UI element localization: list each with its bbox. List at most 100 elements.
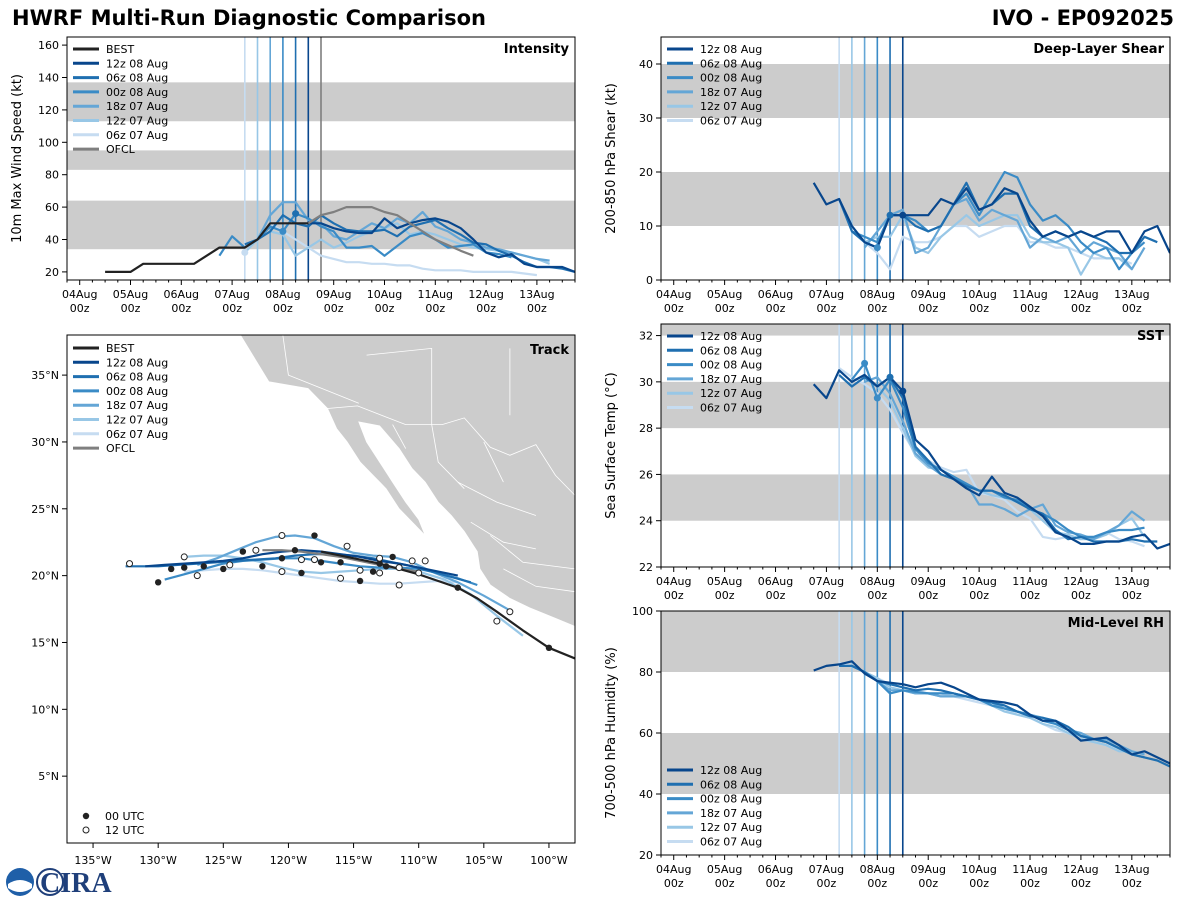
x-tick-label-hour: 00z xyxy=(867,302,887,315)
series-line-12z-08-aug xyxy=(813,660,1170,765)
x-tick-label-hour: 00z xyxy=(715,589,735,602)
x-tick-label-hour: 00z xyxy=(1020,877,1040,890)
y-tick-label: 100 xyxy=(632,605,653,618)
track-point-12utc xyxy=(415,569,423,577)
y-tick-label: 30 xyxy=(639,112,653,125)
threshold-band xyxy=(661,64,1170,118)
x-tick-label-day: 11Aug xyxy=(1012,863,1047,876)
y-tick-label: 30°N xyxy=(31,436,59,449)
track-point-00utc xyxy=(356,577,364,585)
panel-shear: 04Aug00z05Aug00z06Aug00z07Aug00z08Aug00z… xyxy=(604,36,1171,315)
x-tick-label-day: 05Aug xyxy=(707,575,742,588)
x-tick-label: 120°W xyxy=(270,854,307,867)
x-tick-label: 115°W xyxy=(335,854,372,867)
track-point-12utc xyxy=(395,564,403,572)
y-axis-label: Sea Surface Temp (°C) xyxy=(604,372,619,519)
x-tick-label-hour: 00z xyxy=(1020,589,1040,602)
y-tick-label: 140 xyxy=(38,72,59,85)
legend-label-ofcl: OFCL xyxy=(106,442,136,455)
track-point-12utc xyxy=(310,556,318,564)
track-point-00utc xyxy=(181,564,188,571)
x-tick-label-hour: 00z xyxy=(324,302,344,315)
track-point-12utc xyxy=(226,561,234,569)
state-border xyxy=(366,347,433,425)
y-tick-label: 30 xyxy=(639,376,653,389)
plot-area-track xyxy=(125,335,575,660)
track-point-12utc xyxy=(356,566,364,574)
threshold-band xyxy=(661,324,1170,336)
track-point-00utc xyxy=(259,563,266,570)
x-tick-label-day: 11Aug xyxy=(418,288,453,301)
threshold-band xyxy=(661,733,1170,794)
y-tick-label: 0 xyxy=(646,274,653,287)
init-marker-00z-08-aug xyxy=(861,359,869,367)
legend-label-12z-08-aug: 12z 08 Aug xyxy=(700,330,762,343)
series-line-12z-08-aug xyxy=(812,182,1170,255)
legend-label-18z-07-aug: 18z 07 Aug xyxy=(106,100,168,113)
track-point-00utc xyxy=(168,565,175,573)
legend-label-12utc: 12 UTC xyxy=(105,824,145,837)
track-line-06z-07-aug xyxy=(184,567,458,585)
x-tick-label-day: 08Aug xyxy=(860,863,895,876)
track-line-best xyxy=(320,550,575,660)
y-axis-label: 10m Max Wind Speed (kt) xyxy=(10,74,25,243)
series-line-ofcl xyxy=(307,206,474,257)
x-tick-label-day: 09Aug xyxy=(316,288,351,301)
x-tick-label-day: 13Aug xyxy=(1114,863,1149,876)
panel-title: Intensity xyxy=(504,42,570,57)
x-tick-label-hour: 00z xyxy=(425,302,445,315)
legend-label-00z-08-aug: 00z 08 Aug xyxy=(106,86,168,99)
x-tick-label: 135°W xyxy=(74,854,111,867)
plot-area-rh xyxy=(661,611,1170,855)
state-border xyxy=(327,405,575,496)
x-tick-label-hour: 00z xyxy=(766,302,786,315)
legend-label-18z-07-aug: 18z 07 Aug xyxy=(700,373,762,386)
legend-label-ofcl: OFCL xyxy=(106,143,136,156)
legend-label-00z-08-aug: 00z 08 Aug xyxy=(700,359,762,372)
x-tick-label-day: 08Aug xyxy=(265,288,300,301)
x-tick-label-hour: 00z xyxy=(918,589,938,602)
x-tick-label-day: 11Aug xyxy=(1012,288,1047,301)
x-tick-label-day: 08Aug xyxy=(860,288,895,301)
panel-intensity: 04Aug00z05Aug00z06Aug00z07Aug00z08Aug00z… xyxy=(10,36,576,315)
x-tick-label-hour: 00z xyxy=(867,877,887,890)
y-tick-label: 40 xyxy=(639,58,653,71)
y-tick-label: 20 xyxy=(639,166,653,179)
x-tick-label-day: 05Aug xyxy=(707,288,742,301)
series-line-18z-07-aug xyxy=(864,376,1146,541)
x-tick-label-hour: 00z xyxy=(817,877,837,890)
noaa-wave-icon xyxy=(8,880,32,892)
y-tick-label: 60 xyxy=(45,201,59,214)
x-tick-label-day: 07Aug xyxy=(809,575,844,588)
track-point-00utc xyxy=(220,565,227,573)
x-tick-label-hour: 00z xyxy=(222,302,242,315)
x-tick-label-hour: 00z xyxy=(817,302,837,315)
y-tick-label: 20°N xyxy=(31,570,59,583)
threshold-band xyxy=(661,381,1170,429)
plot-area-shear xyxy=(661,37,1170,280)
x-tick-label-day: 04Aug xyxy=(656,288,691,301)
track-point-12utc xyxy=(252,546,260,554)
init-marker-00z-08-aug xyxy=(279,227,287,235)
legend-label-best: BEST xyxy=(106,342,134,355)
x-tick-label-day: 05Aug xyxy=(707,863,742,876)
plot-area-intensity xyxy=(67,37,575,280)
cira-logo-text: CIRA xyxy=(40,868,112,898)
x-tick-label-day: 05Aug xyxy=(113,288,148,301)
x-tick-label-day: 09Aug xyxy=(910,575,945,588)
track-point-12utc xyxy=(126,560,134,568)
track-point-12utc xyxy=(493,617,501,625)
legend-label-00z-08-aug: 00z 08 Aug xyxy=(700,793,762,806)
y-tick-label: 120 xyxy=(38,104,59,117)
x-tick-label-hour: 00z xyxy=(766,589,786,602)
track-point-00utc xyxy=(278,555,286,562)
x-tick-label-day: 10Aug xyxy=(961,575,996,588)
track-point-12utc xyxy=(343,542,351,550)
legend-label-12z-07-aug: 12z 07 Aug xyxy=(106,115,168,128)
x-tick-label-hour: 00z xyxy=(70,302,90,315)
track-line-12z-08-aug xyxy=(145,549,459,577)
y-tick-label: 80 xyxy=(639,666,653,679)
track-point-00utc xyxy=(298,569,305,577)
plot-area-sst xyxy=(661,324,1170,567)
